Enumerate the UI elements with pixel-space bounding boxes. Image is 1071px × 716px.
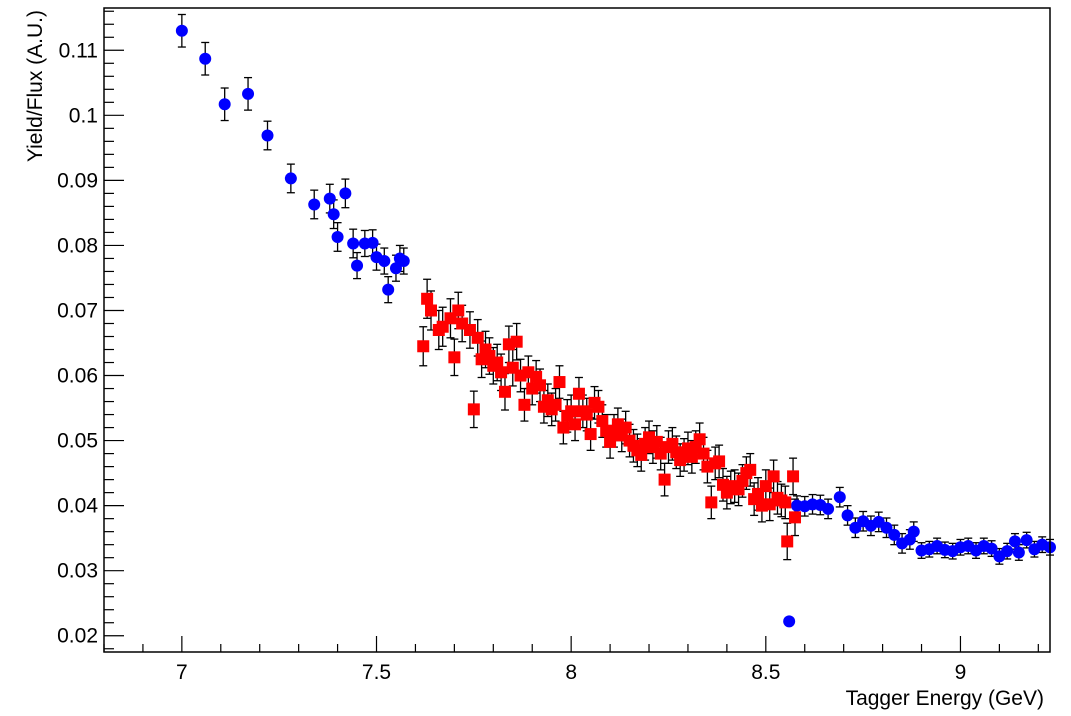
data-point-square <box>619 421 632 434</box>
data-point-square <box>553 376 566 389</box>
x-tick-label: 9 <box>955 661 967 684</box>
y-tick-label: 0.05 <box>57 430 98 453</box>
data-point-circle <box>308 198 321 211</box>
data-point-circle <box>841 509 854 522</box>
data-point-circle <box>880 521 893 534</box>
data-point-square <box>510 335 523 348</box>
data-point-square <box>713 455 726 468</box>
data-point-circle <box>382 283 395 296</box>
data-point-circle <box>985 542 998 555</box>
data-point-square <box>471 331 484 344</box>
data-point-square <box>491 356 504 369</box>
data-point-square <box>572 387 585 400</box>
data-point-square <box>596 415 609 428</box>
data-point-square <box>448 351 461 364</box>
data-point-circle <box>907 525 920 538</box>
data-point-square <box>557 421 570 434</box>
data-point-square <box>697 447 710 460</box>
data-point-circle <box>783 615 796 628</box>
data-point-circle <box>242 87 255 100</box>
x-tick-label: 8 <box>565 661 577 684</box>
data-point-square <box>744 463 757 476</box>
data-point-square <box>705 496 718 509</box>
data-point-circle <box>351 259 364 272</box>
data-point-square <box>759 480 772 493</box>
data-point-square <box>549 398 562 411</box>
data-point-circle <box>175 24 188 37</box>
data-point-square <box>658 473 671 486</box>
data-point-circle <box>199 52 212 65</box>
x-axis-title: Tagger Energy (GeV) <box>846 687 1044 710</box>
data-point-circle <box>261 129 274 142</box>
data-point-square <box>685 450 698 463</box>
data-point-circle <box>284 172 297 185</box>
x-tick-label: 8.5 <box>751 661 780 684</box>
y-tick-label: 0.02 <box>57 625 98 648</box>
y-tick-label: 0.09 <box>57 169 98 192</box>
data-point-circle <box>389 262 402 275</box>
tick-labels-group: 7 7.5 8 8.5 9 0.02 0.03 0.04 0.05 0.06 0.07 0.08 0.0… <box>57 39 966 684</box>
y-tick-label: 0.1 <box>69 104 98 127</box>
data-point-square <box>518 398 531 411</box>
y-tick-label: 0.11 <box>59 39 98 62</box>
data-point-square <box>787 470 800 483</box>
data-point-circle <box>888 528 901 541</box>
data-point-square <box>693 433 706 446</box>
data-point-circle <box>1012 546 1025 559</box>
y-tick-label: 0.07 <box>57 299 98 322</box>
data-point-square <box>534 379 547 392</box>
y-tick-label: 0.08 <box>57 234 98 257</box>
data-point-square <box>781 535 794 548</box>
data-point-square <box>425 304 438 317</box>
y-axis-title: Yield/Flux (A.U.) <box>24 10 47 162</box>
data-point-square <box>417 340 430 353</box>
data-point-circle <box>218 98 231 111</box>
data-point-square <box>767 470 780 483</box>
data-point-square <box>452 304 465 317</box>
data-point-circle <box>331 230 344 243</box>
markers-group <box>175 24 1056 628</box>
data-point-square <box>565 405 578 418</box>
data-point-square <box>498 385 511 398</box>
data-point-circle <box>366 236 379 249</box>
data-point-circle <box>1001 545 1014 558</box>
plot-frame <box>103 7 1051 653</box>
data-point-circle <box>822 502 835 515</box>
axis-ticks-group <box>103 10 1039 652</box>
data-point-square <box>779 496 792 509</box>
data-point-square <box>580 408 593 421</box>
data-point-circle <box>397 255 410 268</box>
data-point-square <box>789 511 802 524</box>
y-tick-label: 0.03 <box>57 560 98 583</box>
data-point-circle <box>1008 535 1021 548</box>
x-tick-label: 7.5 <box>362 661 391 684</box>
y-tick-label: 0.04 <box>57 495 98 518</box>
data-point-square <box>635 448 648 461</box>
data-point-square <box>650 435 663 448</box>
data-point-circle <box>347 237 360 250</box>
data-point-square <box>592 400 605 413</box>
data-point-square <box>569 418 582 431</box>
data-point-square <box>467 403 480 416</box>
data-point-square <box>584 428 597 441</box>
data-point-circle <box>378 255 391 268</box>
data-point-square <box>495 366 508 379</box>
data-point-circle <box>833 491 846 504</box>
data-point-circle <box>1020 534 1033 547</box>
y-tick-label: 0.06 <box>57 365 98 388</box>
data-point-circle <box>327 208 340 221</box>
data-point-square <box>604 435 617 448</box>
data-point-square <box>421 292 434 305</box>
data-point-circle <box>339 187 352 200</box>
data-point-circle <box>323 192 336 205</box>
x-tick-label: 7 <box>176 661 188 684</box>
